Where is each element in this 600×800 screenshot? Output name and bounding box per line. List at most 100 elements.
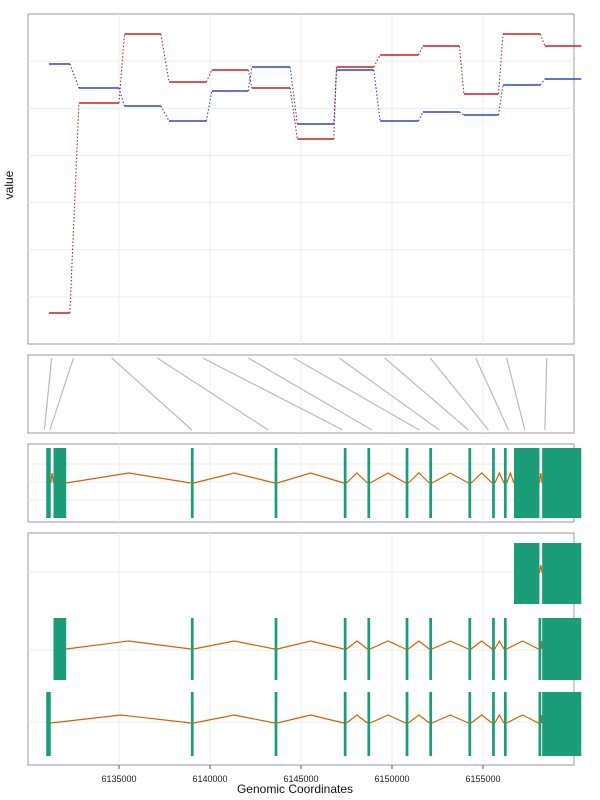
exon-block <box>542 448 582 518</box>
transcript-2-exon <box>492 618 495 680</box>
series-2-connector <box>459 111 465 116</box>
transcript-3-intron <box>494 713 505 724</box>
intron-line <box>50 472 55 484</box>
series-1-connector <box>69 102 80 314</box>
transcript-2-exon <box>405 618 409 680</box>
x-tick-label: 6150000 <box>374 774 409 784</box>
transcript-3-exon <box>46 692 51 756</box>
transcript-2-intron <box>193 640 275 650</box>
transcript-3-exon <box>429 692 433 756</box>
x-tick-label: 6135000 <box>101 774 136 784</box>
transcript-3-exon <box>367 692 371 756</box>
transcript-2-exon <box>343 618 347 680</box>
transcript-2-exon <box>538 618 542 680</box>
series-2-connector <box>497 84 504 116</box>
transcript-2-intron <box>506 640 539 650</box>
transcript-2-exon <box>274 618 278 680</box>
x-tick-label: 6140000 <box>192 774 227 784</box>
transcript-2-exon <box>429 618 433 680</box>
series-2-connector <box>160 105 170 122</box>
exon-block <box>405 448 409 518</box>
transcript-3-intron <box>277 714 344 724</box>
series-2-connector <box>205 90 213 122</box>
x-axis-ticks: 6135000 6140000 6145000 6150000 6155000 <box>101 765 501 784</box>
exon-block <box>513 448 540 518</box>
mapping-line <box>293 357 420 431</box>
intron-line <box>277 472 344 484</box>
transcript-3-intron <box>50 714 191 724</box>
x-tick-label: 6155000 <box>465 774 500 784</box>
mapping-line <box>43 357 53 431</box>
transcript-3-exon <box>343 692 347 756</box>
transcript-2-intron <box>66 640 191 650</box>
mapping-line <box>49 357 75 431</box>
transcript-1-intron <box>538 564 543 574</box>
transcript-2-intron <box>470 640 493 650</box>
mapping-line <box>384 357 469 431</box>
transcript-3-exon <box>468 692 472 756</box>
gene-model-track <box>46 448 582 518</box>
expression-plot <box>48 33 582 314</box>
mapping-line <box>156 357 269 431</box>
transcript-3-exon <box>405 692 409 756</box>
exon-block <box>367 448 371 518</box>
transcript-3-exon <box>538 692 542 756</box>
transcript-3-intron <box>540 714 543 724</box>
transcript-3-exon <box>492 692 495 756</box>
exon-block <box>492 448 495 518</box>
mapping-line <box>338 357 440 431</box>
transcript-3-exon <box>274 692 278 756</box>
x-tick-label: 6145000 <box>283 774 318 784</box>
transcript-3-intron <box>506 714 539 724</box>
series-1-connector <box>205 69 213 83</box>
mapping-line <box>506 357 526 431</box>
series-2-connector <box>247 66 253 92</box>
exon-block <box>468 448 472 518</box>
series-1-connector <box>539 33 546 47</box>
transcript-2-intron <box>408 640 430 650</box>
intron-line <box>407 472 430 484</box>
series-1-connector <box>373 54 381 68</box>
transcript-3-intron <box>431 714 469 724</box>
transcript-3-intron <box>470 714 493 724</box>
transcript-3-exon <box>190 692 194 756</box>
mapping-line <box>202 357 344 431</box>
transcript-2-intron <box>277 640 344 650</box>
series-1-connector <box>160 33 170 83</box>
series-2-connector <box>539 78 546 86</box>
transcript-2-exon <box>53 618 67 680</box>
series-2-connector <box>289 66 298 125</box>
transcript-3-exon <box>542 692 582 756</box>
series-2-connector <box>373 69 381 122</box>
transcript-1-exon <box>513 543 540 604</box>
series-2-connector <box>69 63 80 89</box>
y-axis-title: value <box>2 170 16 199</box>
exon-block <box>429 448 433 518</box>
mapping-line <box>247 357 373 431</box>
transcript-2-intron <box>346 640 368 650</box>
transcript-3-intron <box>346 714 368 724</box>
intron-line <box>506 471 515 484</box>
transcript-3-exon <box>503 692 507 756</box>
transcript-2-exon <box>468 618 472 680</box>
intron-line <box>431 472 469 484</box>
exon-block <box>53 448 67 518</box>
exon-block <box>274 448 278 518</box>
intron-line <box>369 472 406 484</box>
exon-block <box>343 448 347 518</box>
intron-line <box>66 472 191 484</box>
transcript-2-intron <box>369 640 406 650</box>
series-1-connector <box>417 45 424 56</box>
series-1-connector <box>497 33 504 95</box>
transcript-2-exon <box>367 618 371 680</box>
intron-line <box>470 472 493 484</box>
series-1-connector <box>289 87 298 140</box>
transcript-2-exon <box>503 618 507 680</box>
mapping-line <box>111 357 193 431</box>
grid-lines <box>28 14 574 765</box>
transcript-1-exon <box>542 543 582 604</box>
exon-block <box>46 448 51 518</box>
transcript-3-intron <box>193 714 275 724</box>
transcript-2-exon <box>190 618 194 680</box>
